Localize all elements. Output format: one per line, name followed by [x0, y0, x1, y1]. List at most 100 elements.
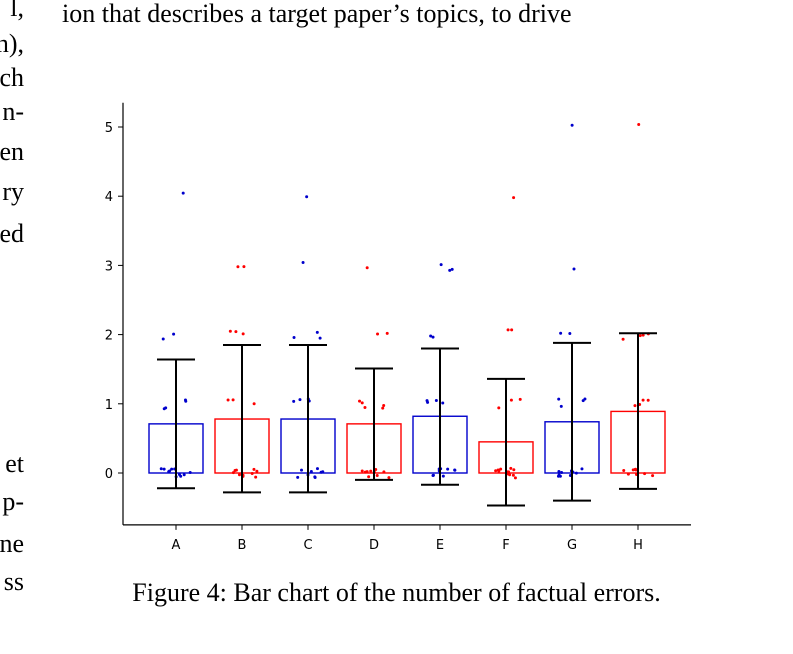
data-point-G	[557, 397, 561, 401]
data-point-E	[450, 267, 454, 271]
data-point-G	[580, 467, 584, 471]
data-point-F	[512, 468, 516, 472]
data-point-B	[234, 468, 238, 472]
data-point-H	[641, 333, 645, 337]
data-point-A	[183, 398, 187, 402]
data-point-A	[181, 191, 185, 195]
data-point-A	[161, 337, 165, 341]
data-point-F	[506, 328, 510, 332]
x-tick-label: A	[172, 538, 181, 553]
x-tick-label: G	[567, 538, 577, 553]
top-text-line: ion that describes a target paper’s topi…	[62, 0, 572, 28]
data-point-D	[365, 266, 369, 270]
data-point-B	[241, 332, 245, 336]
figure-caption: Figure 4: Bar chart of the number of fac…	[132, 578, 661, 607]
data-point-H	[622, 468, 626, 472]
data-point-E	[429, 334, 433, 338]
data-point-E	[441, 474, 445, 478]
data-point-D	[381, 406, 385, 410]
data-point-F	[508, 473, 512, 477]
data-point-C	[292, 336, 296, 340]
data-point-H	[641, 398, 645, 402]
data-point-G	[581, 399, 585, 403]
left-column-text-fragment: et	[5, 449, 24, 478]
data-point-G	[559, 404, 563, 408]
data-point-B	[252, 467, 256, 471]
data-point-H	[621, 337, 625, 341]
data-point-C	[319, 470, 323, 474]
data-point-D	[385, 331, 389, 335]
data-point-A	[172, 332, 176, 336]
data-point-H	[643, 472, 647, 476]
left-column-text-fragment: l,	[10, 0, 24, 22]
data-point-H	[651, 474, 655, 478]
data-point-E	[446, 467, 450, 471]
data-point-D	[363, 470, 367, 474]
left-column-text-fragment: n),	[0, 29, 24, 58]
data-point-C	[318, 336, 322, 340]
x-tick-label: C	[303, 538, 312, 553]
data-point-H	[633, 404, 637, 408]
left-column-text-fragment: p-	[2, 487, 24, 516]
data-point-B	[236, 265, 240, 269]
x-tick-label: D	[369, 538, 379, 553]
data-point-H	[631, 468, 635, 472]
data-point-B	[226, 398, 230, 402]
data-point-H	[646, 398, 650, 402]
y-tick-label: 0	[105, 467, 113, 482]
data-point-D	[367, 475, 371, 479]
data-point-D	[382, 470, 386, 474]
data-point-B	[237, 473, 241, 477]
data-point-B	[231, 398, 235, 402]
data-point-G	[570, 123, 574, 127]
data-point-E	[453, 468, 457, 472]
data-point-B	[228, 329, 232, 333]
data-point-H	[626, 472, 630, 476]
left-column-fragments: l, n), ch n-en ry ed et p-ne ss	[0, 0, 30, 654]
data-point-D	[369, 469, 373, 473]
data-point-D	[360, 469, 364, 473]
data-point-F	[510, 328, 514, 332]
data-point-D	[387, 476, 391, 480]
data-point-E	[434, 399, 438, 403]
data-point-B	[255, 469, 259, 473]
y-tick-label: 3	[105, 259, 113, 274]
data-point-B	[231, 471, 235, 475]
data-point-E	[448, 268, 452, 272]
left-column-text-fragment: ry	[2, 177, 24, 206]
data-point-G	[557, 473, 561, 477]
left-column-text-fragment: ss	[3, 567, 24, 596]
left-column-text-fragment: ed	[0, 219, 24, 248]
data-point-A	[162, 407, 166, 411]
data-point-F	[499, 467, 503, 471]
left-column-text-fragment: n-	[2, 97, 24, 126]
data-point-D	[382, 404, 386, 408]
data-point-H	[637, 123, 641, 127]
data-point-C	[309, 469, 313, 473]
left-column-text-fragment: ch	[0, 63, 24, 92]
data-point-C	[300, 468, 304, 472]
data-point-G	[557, 469, 561, 473]
data-point-C	[305, 195, 309, 199]
y-tick-label: 4	[105, 190, 113, 205]
data-point-B	[252, 402, 256, 406]
data-point-C	[301, 260, 305, 264]
data-point-G	[560, 471, 564, 475]
data-point-G	[574, 471, 578, 475]
left-column-text-fragment: en	[0, 137, 24, 166]
data-point-H	[638, 334, 642, 338]
data-point-D	[376, 332, 380, 336]
x-tick-label: B	[238, 538, 247, 553]
left-column-text-fragment: ne	[0, 529, 24, 558]
data-point-F	[509, 398, 513, 402]
data-point-C	[315, 330, 319, 334]
data-point-H	[634, 467, 638, 471]
x-tick-label: F	[502, 538, 509, 553]
data-point-F	[496, 468, 500, 472]
y-tick-label: 1	[105, 398, 113, 413]
data-point-C	[315, 467, 319, 471]
data-point-A	[167, 470, 171, 474]
data-point-A	[188, 470, 192, 474]
data-point-F	[494, 469, 498, 473]
data-point-D	[363, 406, 367, 410]
